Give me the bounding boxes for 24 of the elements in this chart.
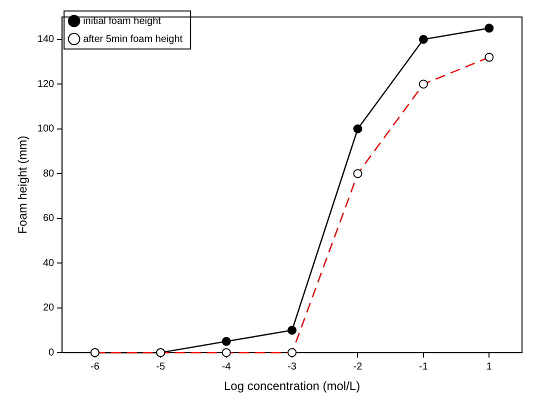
y-tick-label: 20 — [42, 302, 55, 314]
x-tick-label: -2 — [353, 361, 363, 372]
x-tick-label: -3 — [288, 361, 297, 372]
legend-label: initial foam height — [83, 16, 162, 27]
y-tick-label: 80 — [42, 168, 55, 180]
y-tick-label: 40 — [42, 258, 55, 269]
point — [222, 336, 231, 346]
x-axis-title: Log concentration (mol/L) — [224, 379, 360, 394]
y-axis-title: Foam height (mm) — [16, 136, 30, 234]
y-tick-label: 120 — [37, 78, 55, 90]
x-tick-label: -5 — [156, 361, 166, 372]
x-tick-label: -4 — [222, 361, 232, 372]
y-tick-label: 140 — [37, 34, 55, 46]
x-tick-label: -6 — [90, 361, 100, 372]
y-tick-label: 100 — [37, 124, 55, 135]
point — [288, 326, 297, 335]
y-tick-label: 0 — [48, 347, 55, 358]
point — [484, 24, 494, 33]
y-tick-label: 60 — [42, 213, 55, 224]
x-tick-label: -1 — [418, 361, 428, 372]
legend-label: after 5min foam height — [83, 34, 183, 45]
point — [418, 34, 428, 44]
x-tick-label: 1 — [486, 361, 492, 372]
point — [353, 124, 362, 134]
